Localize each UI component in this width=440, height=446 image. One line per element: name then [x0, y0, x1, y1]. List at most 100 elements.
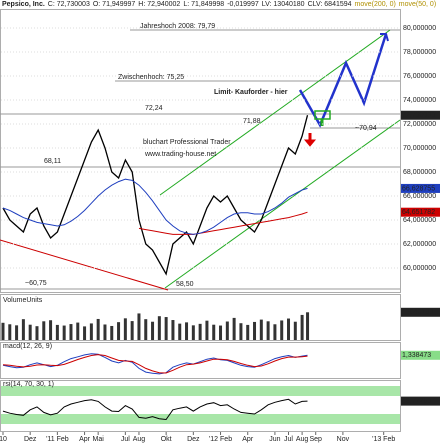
x-tick-label: 10	[0, 436, 7, 443]
x-tick-label: Dez	[24, 436, 37, 443]
y-tick-label: 64,000000	[403, 217, 436, 224]
header-item: C: 72,730003	[48, 1, 90, 8]
panel-title: rsi(14, 70, 30, 1)	[3, 381, 54, 388]
volume-bar	[266, 321, 270, 340]
rsi-lower-band	[1, 414, 400, 424]
x-tick-label: Apr	[79, 436, 91, 443]
volume-bar	[8, 324, 12, 340]
volume-bar	[178, 323, 182, 340]
volume-bar	[246, 324, 250, 340]
volume-bar	[76, 322, 80, 340]
annotation: Limit- Kauforder - hier	[214, 89, 288, 96]
x-tick-label: Aug	[296, 436, 309, 443]
end-label-bg	[401, 307, 440, 317]
header-item: O: 71,949997	[93, 1, 136, 8]
end-label-bg	[401, 350, 440, 360]
end-label: 66,628755	[402, 185, 435, 192]
volume-bar	[300, 314, 304, 340]
annotation: www.trading-house.net	[144, 151, 216, 158]
volume-bar	[191, 325, 195, 340]
volume-bar	[219, 325, 223, 340]
volume-bar	[225, 321, 229, 340]
annotation: 58,50	[176, 281, 194, 288]
end-label: 72,730003	[402, 112, 435, 119]
annotation: 68,11	[44, 158, 61, 165]
volume-bar	[15, 325, 19, 340]
volume-bar	[253, 321, 257, 340]
volume-bar	[42, 321, 46, 340]
volume-bar	[232, 317, 236, 340]
annotation: Jahreshoch 2008: 79,79	[140, 23, 215, 30]
rsi-upper-band	[1, 386, 400, 396]
legend-entry: move(200, 0)	[355, 1, 396, 8]
end-label: 1,338473	[402, 352, 431, 359]
y-tick-label: 74,000000	[403, 97, 436, 104]
volume-bar	[55, 324, 59, 340]
volume-bar	[171, 320, 175, 340]
volume-bar	[49, 320, 53, 340]
y-tick-label: 66,000000	[403, 193, 436, 200]
volume-bar	[35, 326, 39, 340]
annotation: ~70,94	[355, 125, 377, 132]
y-tick-label: 78,000000	[403, 49, 436, 56]
volume-bar	[280, 320, 284, 340]
annotation: 71,88	[243, 118, 261, 125]
annotation: Zwischenhoch: 75,25	[118, 74, 184, 81]
trend-lines	[0, 29, 401, 291]
volume-bar	[212, 324, 216, 340]
annotation: 72,24	[145, 105, 163, 112]
volume-bar	[144, 319, 148, 340]
header-item: -0,019997	[227, 1, 259, 8]
series-line	[138, 211, 308, 235]
volume-bar	[62, 325, 66, 340]
x-tick-label: '12 Feb	[209, 436, 232, 443]
volume-bar	[287, 318, 291, 340]
volume-bar	[239, 323, 243, 340]
end-label: 13040180	[402, 309, 433, 316]
y-tick-label: 76,000000	[403, 73, 436, 80]
panel-frames	[0, 9, 401, 432]
volume-bar	[293, 321, 297, 340]
header-item: H: 72,940002	[138, 1, 180, 8]
x-tick-label: Okt	[161, 436, 172, 443]
end-label: 64,651782	[402, 209, 435, 216]
y-tick-label: 80,000000	[403, 25, 436, 32]
x-tick-label: '13 Feb	[372, 436, 395, 443]
header-title: Pepsico, Inc.	[2, 1, 45, 8]
series-line	[2, 178, 308, 235]
end-label-bg	[401, 207, 440, 217]
volume-bar	[110, 325, 114, 340]
volume-bar	[103, 324, 107, 340]
header: Pepsico, Inc. C: 72,730003 O: 71,949997 H: …	[2, 1, 436, 8]
volume-bar	[69, 324, 73, 340]
volume-bar	[198, 323, 202, 340]
end-label: 68,772637	[402, 398, 435, 405]
x-tick-label: Jul	[121, 436, 130, 443]
volume-bar	[137, 313, 141, 340]
volume-bar	[117, 322, 121, 340]
y-tick-label: 70,000000	[403, 145, 436, 152]
series-line	[2, 115, 309, 276]
volume-bar	[123, 318, 127, 340]
x-tick-label: Apr	[242, 436, 254, 443]
volume-bar	[96, 318, 100, 340]
header-item: LV: 13040180	[262, 1, 305, 8]
volume-bar	[259, 319, 263, 340]
x-tick-label: Mai	[93, 436, 105, 443]
volume-bar	[28, 324, 32, 340]
y-tick-label: 68,000000	[403, 169, 436, 176]
volume-bar	[83, 326, 87, 340]
annotation: ~60,75	[25, 280, 47, 287]
x-tick-label: Sep	[309, 436, 322, 443]
x-tick-label: Aug	[133, 436, 146, 443]
y-tick-label: 60,000000	[403, 265, 436, 272]
y-tick-label: 62,000000	[403, 241, 436, 248]
panel-title: VolumeUnits	[3, 297, 43, 304]
y-tick-label: 72,000000	[403, 121, 436, 128]
header-items: C: 72,730003 O: 71,949997 H: 72,940002 L: 7…	[48, 1, 436, 8]
series-line	[2, 354, 308, 374]
volume-bar	[205, 320, 209, 340]
x-tick-label: Jul	[284, 436, 293, 443]
volume-bar	[151, 321, 155, 340]
